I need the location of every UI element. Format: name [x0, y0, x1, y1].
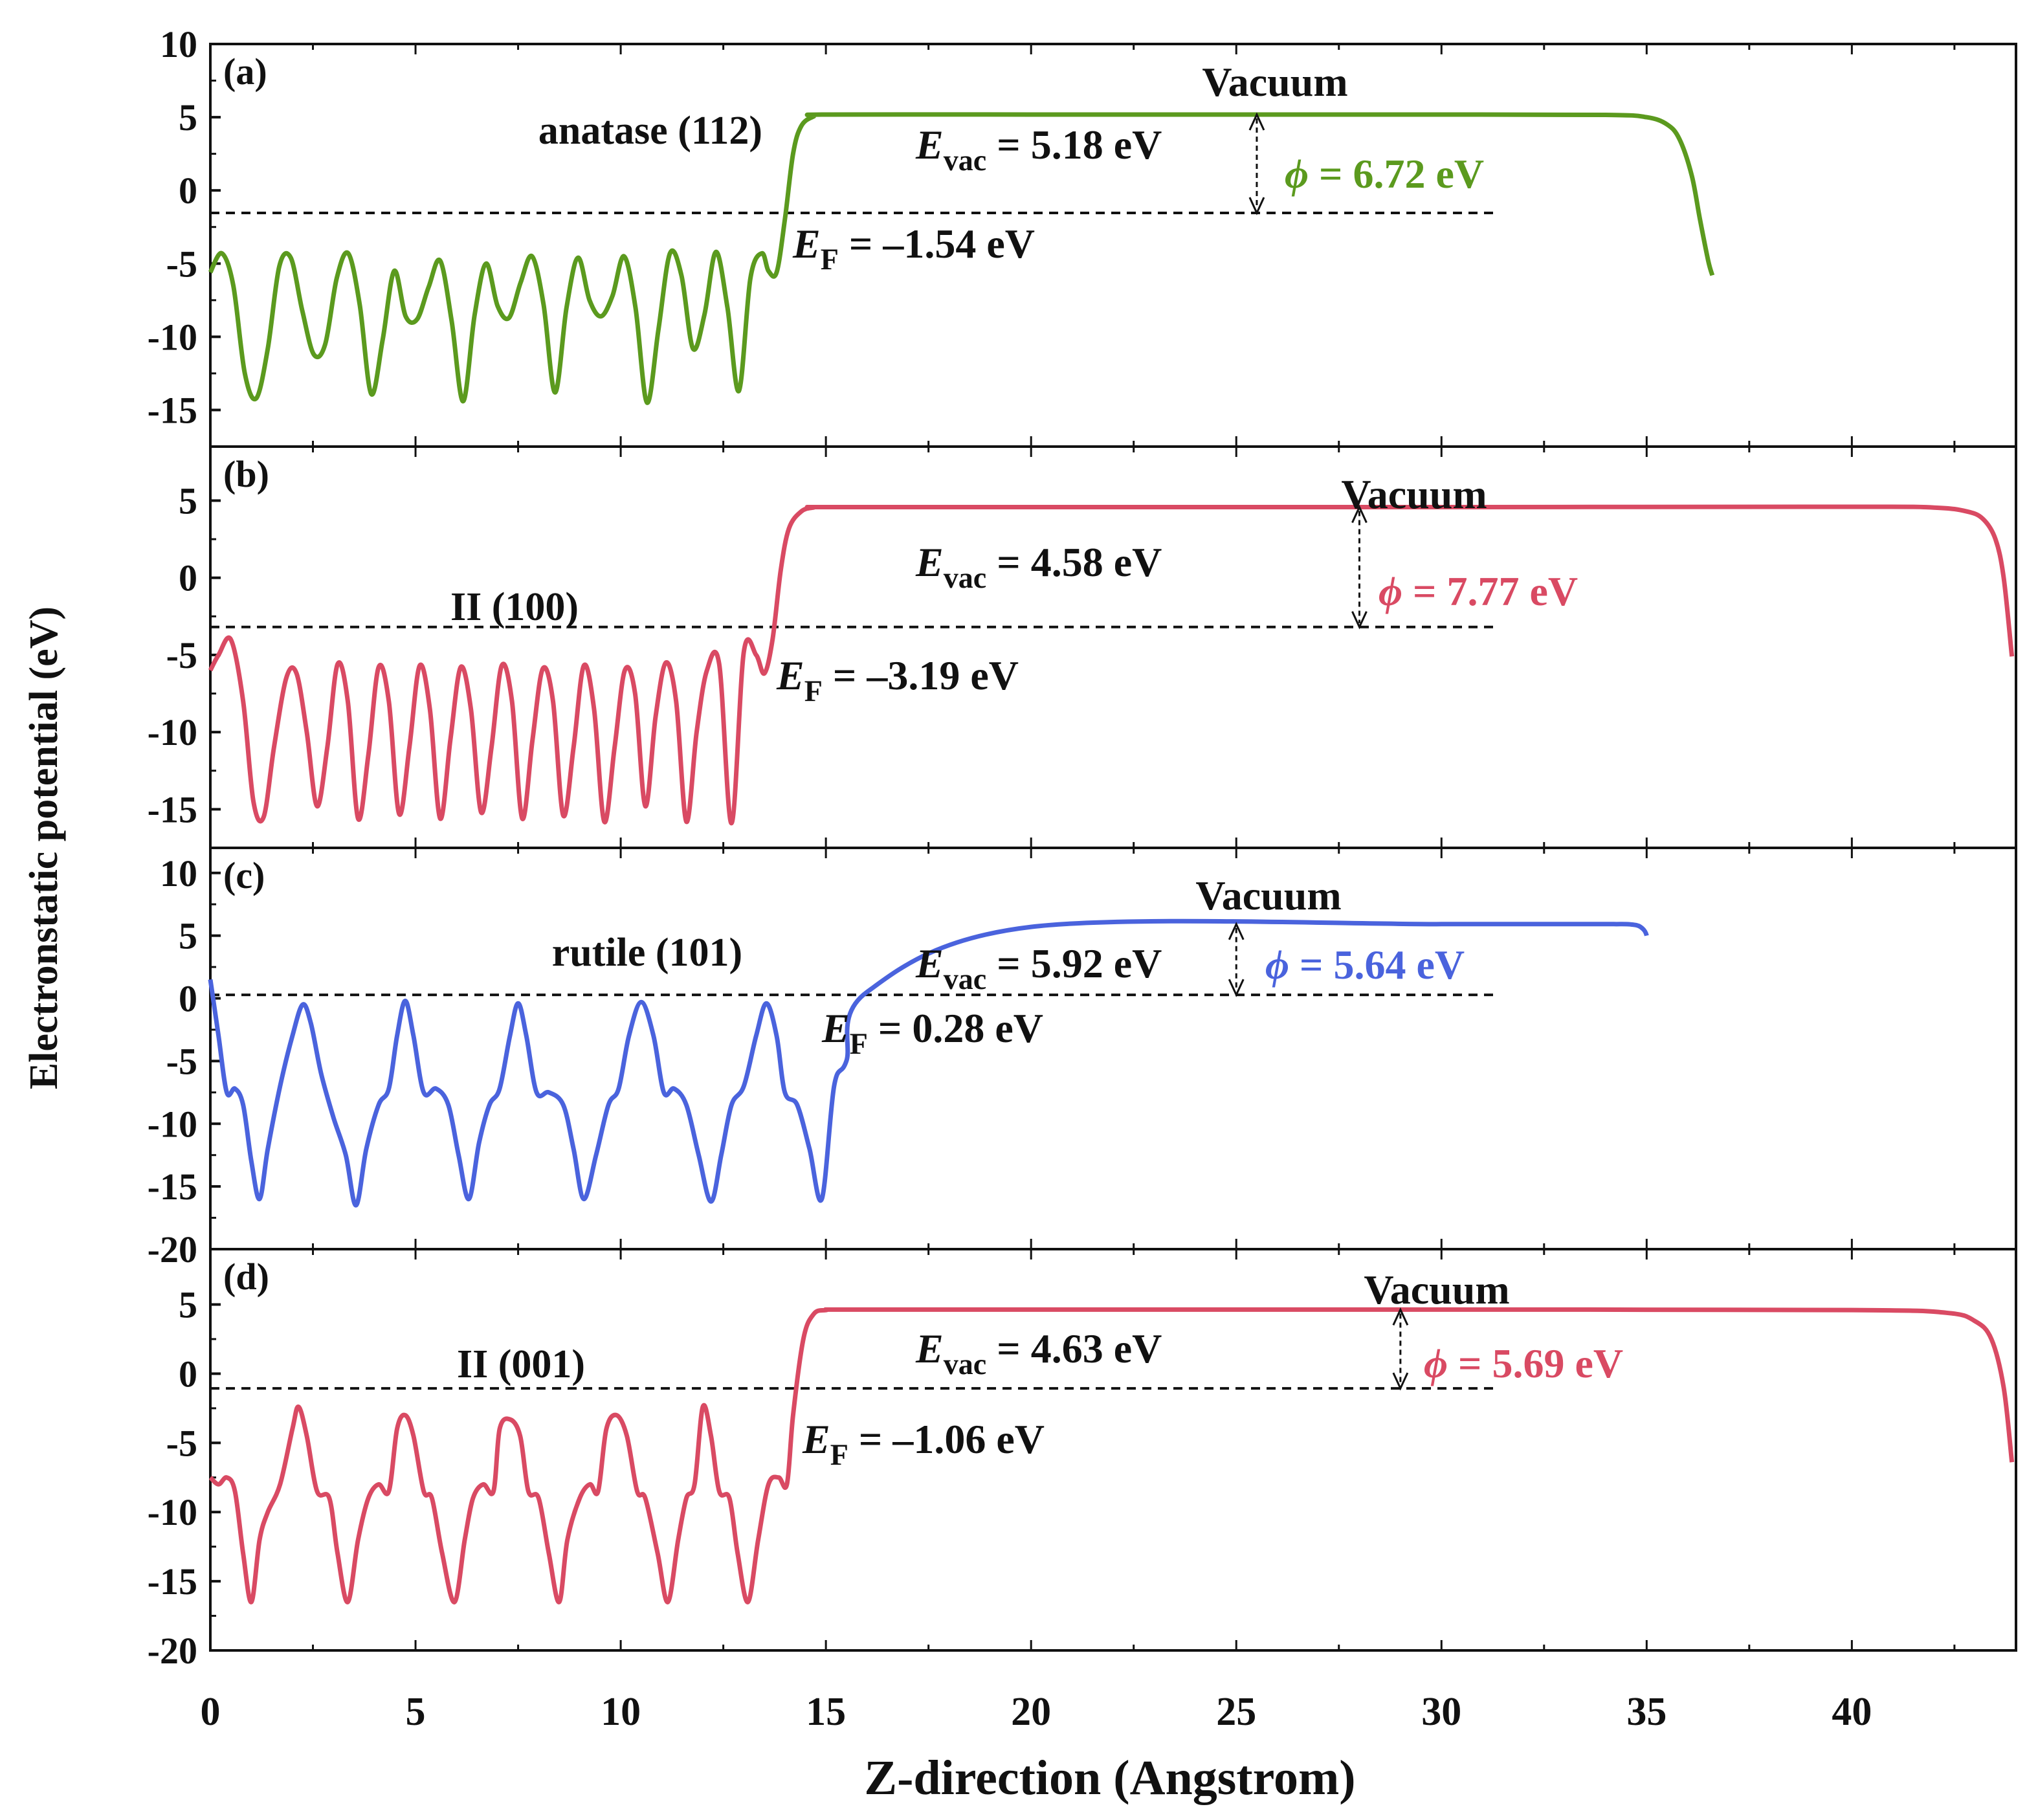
y-tick-label: 5	[179, 1284, 197, 1326]
potential-curve	[208, 918, 1649, 1208]
vacuum-label: Vacuum	[1341, 471, 1487, 517]
x-tick-label: 0	[201, 1690, 221, 1734]
y-tick-label: -20	[148, 1630, 197, 1672]
work-function-label: ϕ = 5.69 eV	[1424, 1340, 1623, 1386]
y-tick-label: 0	[179, 978, 197, 1020]
y-axis-label: Electronstatic potential (eV)	[22, 606, 66, 1089]
x-tick-label: 35	[1626, 1690, 1667, 1734]
vacuum-label: Vacuum	[1202, 59, 1347, 105]
y-tick-label: -10	[148, 316, 197, 358]
arrow-head-up	[1392, 1307, 1409, 1326]
potential-curve	[208, 504, 2015, 826]
vacuum-label: Vacuum	[1195, 872, 1341, 918]
arrow-head-up	[1351, 504, 1368, 524]
y-tick-label: 5	[179, 480, 197, 522]
arrow-head-up	[1248, 112, 1265, 131]
y-tick-label: 0	[179, 170, 197, 212]
panel-label: (b)	[223, 453, 269, 495]
x-tick-label: 10	[601, 1690, 641, 1734]
y-tick-label: -5	[166, 243, 197, 285]
y-tick-label: -15	[148, 788, 197, 830]
panel-label: (c)	[223, 854, 265, 896]
material-label: II (100)	[450, 585, 579, 629]
fermi-label: EF = –3.19 eV	[776, 652, 1019, 707]
chart-panel-d: 5 0 -5 -10 -15 -20 (d) II (001) Vacuum Evac = 4.6…	[148, 1248, 2017, 1672]
vacuum-label: Vacuum	[1364, 1267, 1509, 1313]
y-tick-label: 0	[179, 1353, 197, 1395]
material-label: anatase (112)	[538, 109, 762, 153]
potential-curve	[208, 1307, 2015, 1604]
arrow-head-down	[1228, 979, 1245, 997]
fermi-label: EF = 0.28 eV	[821, 1005, 1043, 1060]
y-tick-label: 0	[179, 557, 197, 599]
y-tick-label: 5	[179, 96, 197, 139]
plot-frame	[209, 847, 2017, 1250]
y-tick-label: -15	[148, 1166, 197, 1208]
y-tick-label: 10	[160, 852, 197, 894]
chart-panel-a: 10 5 0 -5 -10 -15 (a) anatase (112) Vacuum Evac =…	[148, 23, 2017, 448]
arrow-head-down	[1248, 197, 1265, 216]
y-tick-label: -10	[148, 1491, 197, 1533]
arrow-head-down	[1351, 611, 1368, 630]
x-tick-label: 40	[1832, 1690, 1872, 1734]
potential-curve	[208, 112, 1715, 405]
arrow-head-down	[1392, 1372, 1409, 1391]
y-tick-label: -10	[148, 1103, 197, 1145]
y-tick-label: -15	[148, 389, 197, 431]
plot-frame	[209, 1248, 2017, 1652]
fermi-label: EF = –1.54 eV	[792, 221, 1035, 276]
x-tick-label: 5	[406, 1690, 426, 1734]
chart-panel-c: 10 5 0 -5 -10 -15 -20 (c) rutile (101) Vacuum Evac…	[148, 847, 2017, 1271]
arrow-head-up	[1228, 922, 1245, 940]
work-function-label: ϕ = 5.64 eV	[1265, 942, 1465, 988]
panels: 10 5 0 -5 -10 -15 (a) anatase (112) Vacuum Evac =…	[148, 23, 2017, 1672]
evac-label: Evac = 4.58 eV	[915, 539, 1162, 594]
plot-frame	[209, 43, 2017, 448]
x-tick-label: 30	[1421, 1690, 1461, 1734]
x-tick-label: 20	[1011, 1690, 1051, 1734]
material-label: II (001)	[457, 1342, 585, 1386]
x-axis: 0 5 10 15 20 25 30 35 40	[201, 1690, 1872, 1734]
y-tick-label: -5	[166, 634, 197, 676]
x-tick-label: 25	[1216, 1690, 1256, 1734]
evac-label: Evac = 5.92 eV	[915, 940, 1162, 995]
work-function-label: ϕ = 7.77 eV	[1379, 568, 1578, 614]
panel-label: (a)	[223, 50, 267, 93]
fermi-label: EF = –1.06 eV	[802, 1416, 1045, 1471]
y-tick-label: 5	[179, 915, 197, 957]
work-function-label: ϕ = 6.72 eV	[1285, 151, 1484, 197]
y-tick-label: 10	[160, 23, 197, 65]
evac-label: Evac = 4.63 eV	[915, 1326, 1162, 1381]
material-label: rutile (101)	[552, 931, 742, 975]
evac-label: Evac = 5.18 eV	[915, 122, 1162, 177]
chart-panel-b: 5 0 -5 -10 -15 (b) II (100) Vacuum Evac = 4.58 e…	[148, 445, 2017, 849]
y-tick-label: -5	[166, 1422, 197, 1464]
x-axis-label: Z-direction (Angstrom)	[864, 1751, 1355, 1805]
y-tick-label: -5	[166, 1040, 197, 1082]
y-tick-label: -20	[148, 1228, 197, 1271]
panel-label: (d)	[223, 1256, 269, 1298]
y-tick-label: -15	[148, 1560, 197, 1603]
x-tick-label: 15	[806, 1690, 846, 1734]
y-tick-label: -10	[148, 711, 197, 753]
